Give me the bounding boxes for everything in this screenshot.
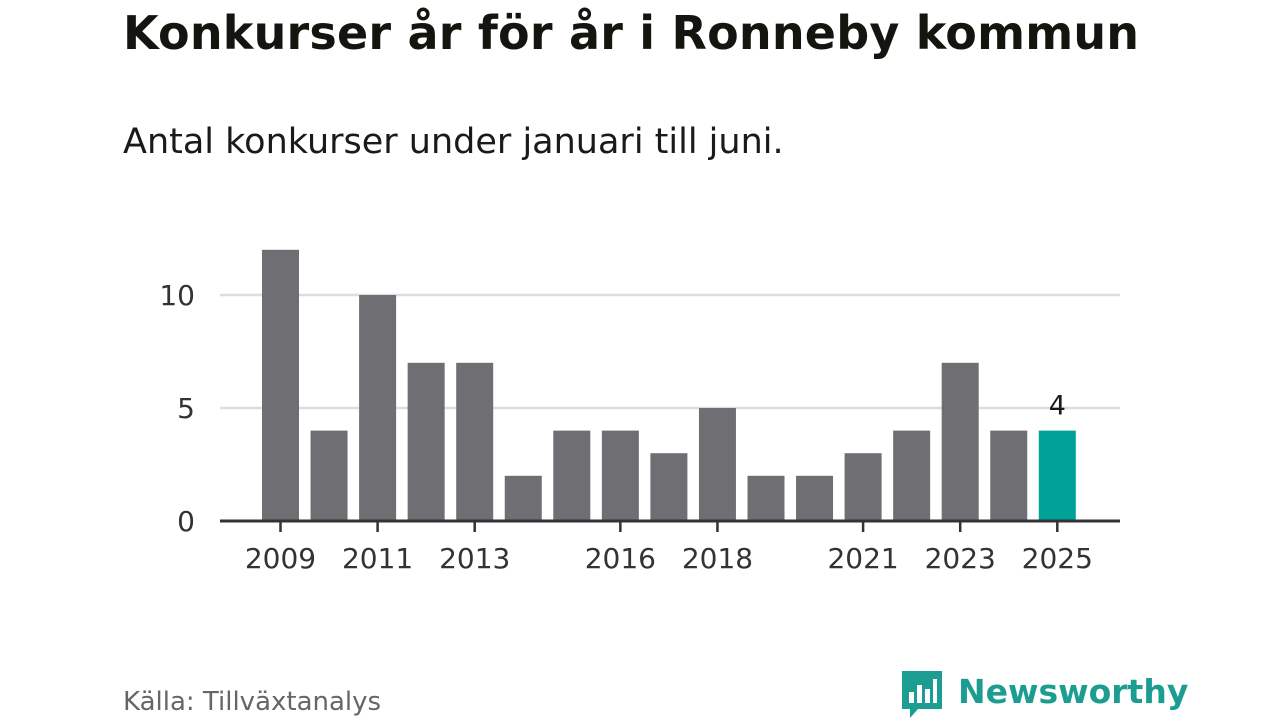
- bar-2025: [1038, 430, 1076, 521]
- bar-2019: [747, 475, 785, 521]
- x-tick-label-2013: 2013: [439, 542, 510, 575]
- newsworthy-logo: Newsworthy: [902, 670, 1188, 720]
- bar-2020: [796, 475, 834, 521]
- bar-2010: [310, 430, 348, 521]
- bar-2024: [990, 430, 1028, 521]
- bar-2015: [553, 430, 591, 521]
- bar-2018: [698, 408, 736, 521]
- bar-2013: [456, 362, 494, 521]
- y-tick-label-10: 10: [159, 279, 195, 312]
- data-label-2025: 4: [1049, 391, 1066, 422]
- x-tick-label-2009: 2009: [245, 542, 316, 575]
- bar-2012: [407, 362, 445, 521]
- x-tick-label-2025: 2025: [1022, 542, 1093, 575]
- bar-2022: [893, 430, 931, 521]
- chart-title: Konkurser år för år i Ronneby kommun: [123, 6, 1140, 60]
- bar-2016: [601, 430, 639, 521]
- bar-2021: [844, 453, 882, 521]
- bar-2017: [650, 453, 688, 521]
- x-tick-label-2016: 2016: [585, 542, 656, 575]
- x-tick-label-2021: 2021: [827, 542, 898, 575]
- chart-subtitle: Antal konkurser under januari till juni.: [123, 122, 784, 162]
- bars: [262, 249, 1076, 522]
- x-axis: 2009 2011 2013 2016 2018 2021 2023 2025: [220, 519, 1120, 575]
- x-tick-label-2011: 2011: [342, 542, 413, 575]
- source-note: Källa: Tillväxtanalys: [123, 687, 382, 717]
- y-tick-label-0: 0: [177, 505, 195, 538]
- bar-2009: [262, 249, 299, 522]
- newsworthy-wordmark: Newsworthy: [958, 671, 1189, 711]
- bar-chart: 2009 2011 2013 2016 2018 2021 2023 2025 0 5 10 4: [159, 249, 1120, 575]
- y-tick-label-5: 5: [177, 392, 195, 425]
- bar-2014: [504, 475, 542, 521]
- data-labels: 4: [1049, 391, 1066, 422]
- newsworthy-logo-icon: [902, 671, 942, 718]
- y-axis-labels: 0 5 10: [159, 279, 195, 538]
- x-tick-label-2023: 2023: [925, 542, 996, 575]
- bar-2023: [941, 362, 979, 521]
- gridlines: [220, 293, 1120, 410]
- bar-2011: [359, 295, 397, 521]
- x-tick-label-2018: 2018: [682, 542, 753, 575]
